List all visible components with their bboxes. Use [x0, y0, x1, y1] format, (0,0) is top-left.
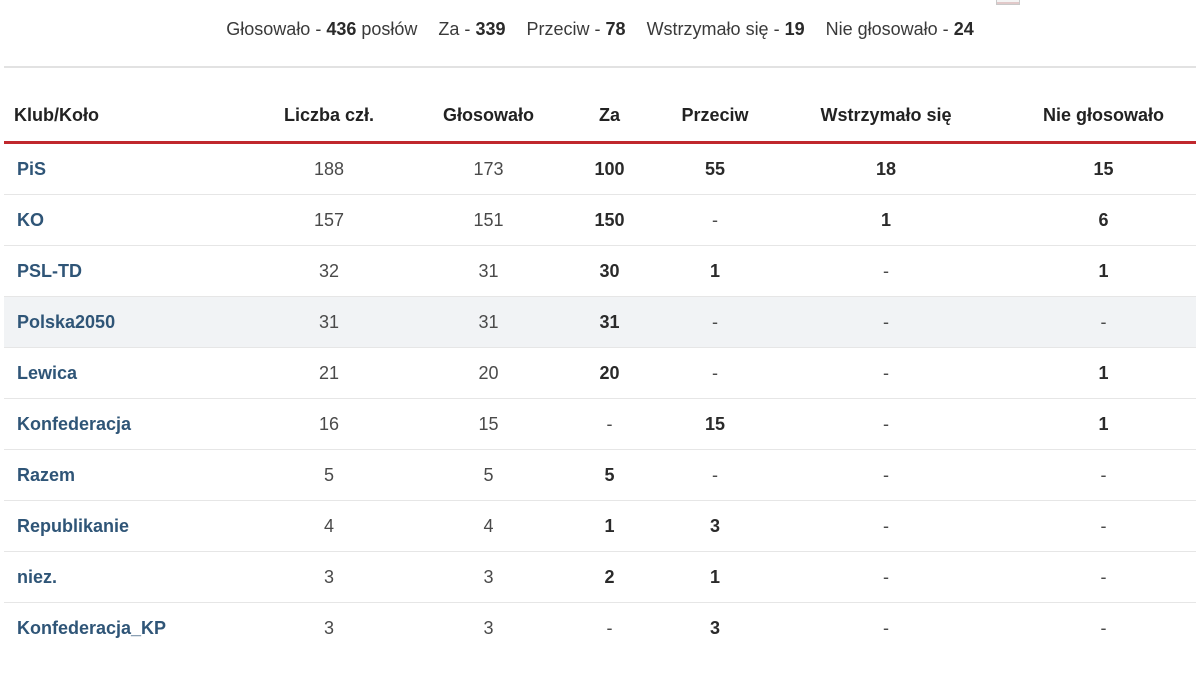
table-row: PSL-TD 32 31 30 1 - 1 [4, 245, 1196, 297]
members-cell: 31 [231, 296, 427, 348]
for-cell: 2 [550, 551, 669, 603]
table-row: Konfederacja_KP 3 3 - 3 - - [4, 603, 1196, 654]
summary-abstained: Wstrzymało się - 19 [646, 19, 805, 39]
table-row: PiS 188 173 100 55 18 15 [4, 142, 1196, 195]
for-cell: 31 [550, 296, 669, 348]
table-row: Polska2050 31 31 31 - - - [4, 296, 1196, 348]
not-voted-cell: 15 [1011, 142, 1196, 195]
table-header-row: Klub/Koło Liczba czł. Głosowało Za Przec… [4, 90, 1196, 144]
header-against: Przeciw [669, 90, 761, 144]
members-cell: 16 [231, 398, 427, 450]
header-members: Liczba czł. [231, 90, 427, 144]
abstained-cell: - [761, 245, 1011, 297]
club-link[interactable]: Lewica [4, 347, 231, 399]
not-voted-cell: 1 [1011, 398, 1196, 450]
voted-cell: 4 [427, 500, 550, 552]
abstained-cell: 18 [761, 142, 1011, 195]
members-cell: 4 [231, 500, 427, 552]
abstained-cell: - [883, 617, 889, 638]
not-voted-cell: 6 [1011, 194, 1196, 246]
not-voted-cell: - [1011, 551, 1196, 603]
table-row: Lewica 21 20 20 - - 1 [4, 347, 1196, 399]
not-voted-cell: - [1011, 296, 1196, 348]
members-cell: 3 [231, 551, 427, 603]
against-cell: - [669, 296, 761, 348]
club-link[interactable]: Polska2050 [4, 296, 231, 348]
against-cell: 1 [669, 245, 761, 297]
header-for: Za [550, 90, 669, 144]
table-row: Konfederacja 16 15 - 15 - 1 [4, 398, 1196, 450]
for-cell: 1 [550, 500, 669, 552]
voted-cell: 31 [427, 245, 550, 297]
not-voted-cell: 1 [1011, 245, 1196, 297]
against-cell: 3 [709, 617, 720, 638]
not-voted-cell: - [1011, 500, 1196, 552]
header-not-voted: Nie głosowało [1011, 90, 1196, 144]
for-cell: 150 [550, 194, 669, 246]
not-voted-cell: - [1100, 617, 1107, 638]
for-cell: 30 [550, 245, 669, 297]
against-cell: 15 [669, 398, 761, 450]
club-link[interactable]: Razem [4, 449, 231, 501]
abstained-cell: - [761, 551, 1011, 603]
voted-cell: 3 [427, 551, 550, 603]
against-cell: - [669, 194, 761, 246]
voted-cell: 31 [427, 296, 550, 348]
not-voted-cell: - [1011, 449, 1196, 501]
members-cell: 21 [231, 347, 427, 399]
voted-cell: 151 [427, 194, 550, 246]
summary-not-voted: Nie głosowało - 24 [825, 19, 974, 39]
voted-cell: 3 [483, 617, 494, 638]
header-abstained: Wstrzymało się [761, 90, 1011, 144]
against-cell: 1 [669, 551, 761, 603]
not-voted-cell: 1 [1011, 347, 1196, 399]
vote-summary: Głosowało - 436 posłów Za - 339 Przeciw … [0, 19, 1200, 40]
club-link[interactable]: Republikanie [4, 500, 231, 552]
voted-cell: 173 [427, 142, 550, 195]
table-row: Razem 5 5 5 - - - [4, 449, 1196, 501]
club-link[interactable]: KO [4, 194, 231, 246]
against-cell: 3 [669, 500, 761, 552]
club-link[interactable]: PSL-TD [4, 245, 231, 297]
club-link[interactable]: niez. [4, 551, 231, 603]
table-row: Republikanie 4 4 1 3 - - [4, 500, 1196, 552]
table-row: niez. 3 3 2 1 - - [4, 551, 1196, 603]
voted-cell: 5 [427, 449, 550, 501]
table-row: KO 157 151 150 - 1 6 [4, 194, 1196, 246]
club-votes-table: Klub/Koło Liczba czł. Głosowało Za Przec… [4, 90, 1196, 653]
club-link[interactable]: Konfederacja_KP [17, 617, 167, 638]
divider [4, 66, 1196, 68]
abstained-cell: - [761, 296, 1011, 348]
members-cell: 5 [231, 449, 427, 501]
abstained-cell: 1 [761, 194, 1011, 246]
for-cell: 100 [550, 142, 669, 195]
members-cell: 188 [231, 142, 427, 195]
voted-cell: 15 [427, 398, 550, 450]
header-club: Klub/Koło [4, 90, 231, 144]
for-cell: - [550, 398, 669, 450]
abstained-cell: - [761, 449, 1011, 501]
abstained-cell: - [761, 347, 1011, 399]
members-cell: 157 [231, 194, 427, 246]
against-cell: - [669, 347, 761, 399]
for-cell: 20 [550, 347, 669, 399]
abstained-cell: - [761, 398, 1011, 450]
club-link[interactable]: PiS [4, 142, 231, 195]
abstained-cell: - [761, 500, 1011, 552]
summary-against: Przeciw - 78 [526, 19, 626, 39]
summary-voted: Głosowało - 436 posłów [226, 19, 418, 39]
members-cell: 3 [323, 617, 334, 638]
document-icon[interactable] [996, 0, 1020, 5]
for-cell: 5 [550, 449, 669, 501]
against-cell: - [669, 449, 761, 501]
summary-for: Za - 339 [438, 19, 506, 39]
club-link[interactable]: Konfederacja [4, 398, 231, 450]
header-voted: Głosowało [427, 90, 550, 144]
voted-cell: 20 [427, 347, 550, 399]
against-cell: 55 [669, 142, 761, 195]
members-cell: 32 [231, 245, 427, 297]
for-cell: - [606, 617, 613, 638]
